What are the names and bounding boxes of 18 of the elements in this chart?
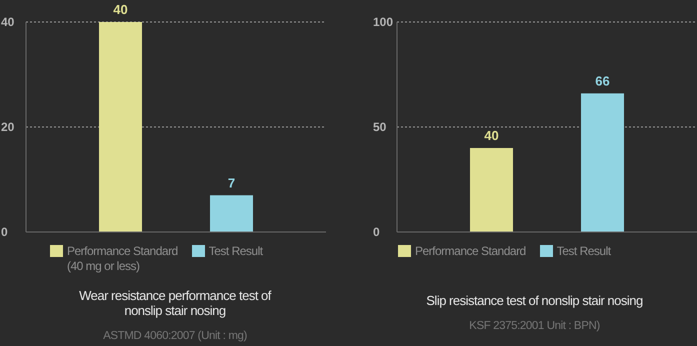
y-tick-label: 0 (1, 225, 8, 239)
data-label: 7 (228, 175, 236, 190)
legend-label: Performance Standard (415, 244, 526, 259)
y-tick-label: 50 (373, 120, 387, 134)
data-label: 40 (113, 2, 128, 17)
legend-label: Test Result (208, 244, 263, 259)
y-tick-label: 0 (373, 225, 380, 239)
data-label: 66 (595, 73, 610, 88)
text: ASTMD 4060:2007 (Unit : mg) (102, 330, 248, 342)
y-tick-label: 40 (1, 15, 15, 29)
y-tick-label: 20 (1, 120, 15, 134)
text: KSF 2375:2001 Unit : BPN) (468, 320, 601, 332)
text: Wear resistance performance test of nonslip stair nosing (78, 288, 272, 318)
y-tick-label: 100 (373, 15, 394, 29)
text: Slip resistance test of nonslip stair nosing (425, 293, 644, 308)
legend-label: Performance Standard (40 mg or less) (67, 244, 178, 274)
legend-label: Test Result (556, 244, 611, 259)
data-label: 40 (484, 128, 499, 143)
